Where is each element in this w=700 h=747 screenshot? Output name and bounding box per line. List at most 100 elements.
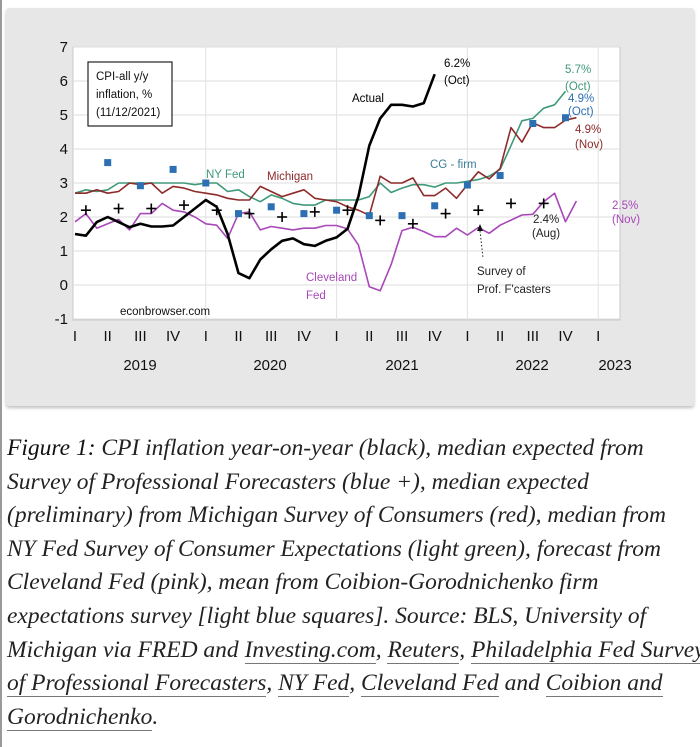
- caption-line: Cleveland Fed (pink), mean from Coibion-…: [7, 566, 697, 600]
- x-tick-label: I: [73, 328, 77, 345]
- label-spf-last: 2.4%: [533, 214, 559, 226]
- x-tick-label: I: [204, 328, 208, 345]
- caption-text: ,: [266, 670, 279, 697]
- cg-square-marker: [562, 114, 569, 122]
- y-tick-label: 2: [60, 209, 68, 226]
- caption-line: NY Fed Survey of Consumer Expectations (…: [7, 533, 697, 567]
- cg-square-marker: [235, 210, 242, 218]
- title-line: (11/12/2021): [96, 107, 161, 119]
- y-tick-label: 5: [60, 107, 68, 124]
- caption-text: NY Fed Survey of Consumer Expectations (…: [7, 535, 661, 562]
- x-tick-label: IV: [297, 328, 311, 345]
- cg-square-marker: [463, 181, 471, 189]
- x-tick-label: III: [396, 328, 409, 345]
- spf-arrow: [477, 224, 484, 259]
- spf-plus-marker: [80, 205, 91, 216]
- x-tick-label: I: [335, 328, 339, 345]
- spf-plus-marker: [473, 205, 484, 216]
- caption-text: .: [152, 703, 159, 730]
- y-tick-label: -1: [55, 311, 68, 328]
- spf-plus-marker: [277, 212, 288, 222]
- caption-link[interactable]: Investing.com: [244, 636, 376, 664]
- cg-square-marker: [300, 210, 308, 218]
- x-tick-label: I: [596, 328, 600, 345]
- y-axis-ticks: 7 6 5 4 3 2 1 0 -1: [55, 39, 68, 328]
- label-nyfed: NY Fed: [206, 169, 245, 181]
- label-nyfed-last-month: (Oct): [565, 81, 591, 93]
- caption-line: expectations survey [light blue squares]…: [7, 600, 697, 634]
- spf-plus-marker: [440, 208, 451, 219]
- x-tick-label: IV: [428, 328, 442, 345]
- label-cleveland-last-month: (Nov): [612, 214, 640, 226]
- series-line-cleveland-fed: [74, 192, 578, 292]
- series-line-michigan: [75, 116, 577, 217]
- spf-plus-marker: [538, 198, 549, 209]
- label-cg-firm: CG - firm: [430, 159, 477, 171]
- x-tick-label: III: [527, 328, 540, 345]
- spf-plus-marker: [244, 208, 255, 219]
- caption-text: Cleveland Fed (pink), mean from Coibion-…: [7, 569, 599, 596]
- caption-text: Survey of Professional Forecasters (blue…: [7, 468, 589, 495]
- figure-caption: Figure 1: CPI inflation year-on-year (bl…: [7, 432, 700, 734]
- caption-link[interactable]: NY Fed: [278, 670, 350, 698]
- label-cg-last-month: (Oct): [568, 106, 594, 118]
- caption-text: ,: [375, 636, 388, 663]
- cg-square-marker: [104, 159, 112, 167]
- figure-label: Figure 1:: [7, 435, 96, 461]
- x-tick-label: II: [104, 328, 112, 345]
- caption-link[interactable]: of Professional Forecasters: [7, 670, 267, 698]
- x-tick-label: I: [465, 328, 469, 345]
- caption-line: Michigan via FRED and Investing.com, Reu…: [7, 634, 700, 668]
- series-lines: [74, 73, 578, 292]
- x-tick-label: II: [496, 328, 504, 345]
- cg-square-marker: [365, 212, 373, 220]
- caption-link[interactable]: Reuters: [387, 636, 460, 664]
- label-actual-last-month: (Oct): [444, 75, 470, 87]
- x-axis-quarter-ticks: I II III IV I II III IV I II III IV I II III IV I: [73, 328, 600, 345]
- x-tick-label: II: [365, 328, 373, 345]
- x-tick-label: II: [234, 328, 242, 345]
- y-tick-label: 7: [60, 39, 68, 56]
- x-tick-label: III: [265, 328, 278, 345]
- spf-plus-marker: [211, 205, 222, 216]
- cg-square-marker: [202, 179, 210, 187]
- caption-link[interactable]: Coibion and: [545, 670, 663, 698]
- caption-line: Survey of Professional Forecasters (blue…: [7, 466, 697, 500]
- cg-square-marker: [333, 206, 341, 214]
- year-label: 2019: [123, 357, 156, 374]
- x-axis-year-labels: 2019 2020 2021 2022 2023: [123, 357, 631, 374]
- caption-text: CPI inflation year-on-year (black), medi…: [95, 435, 644, 461]
- cg-square-marker: [169, 165, 177, 173]
- label-cleveland: Cleveland: [306, 272, 357, 284]
- series-line-ny-fed: [74, 90, 567, 206]
- label-actual-last: 6.2%: [444, 58, 470, 70]
- caption-link[interactable]: Cleveland Fed: [361, 670, 499, 698]
- label-actual: Actual: [352, 93, 384, 105]
- spf-plus-marker: [407, 218, 418, 229]
- spf-plus-marker: [146, 203, 157, 214]
- caption-link[interactable]: Philadelphia Fed Survey: [471, 636, 700, 664]
- year-label: 2020: [253, 357, 286, 374]
- series-markers: [80, 114, 569, 229]
- cg-square-marker: [431, 202, 439, 210]
- x-tick-label: IV: [166, 328, 180, 345]
- caption-link[interactable]: Gorodnichenko: [7, 703, 153, 731]
- series-line-actual: [74, 73, 436, 280]
- y-tick-label: 4: [60, 141, 68, 158]
- watermark: econbrowser.com: [120, 306, 210, 318]
- title-box-frame: [87, 61, 173, 127]
- title-line: inflation, %: [96, 89, 152, 101]
- label-cg-last: 4.9%: [568, 93, 594, 105]
- cg-square-marker: [267, 203, 275, 211]
- cg-square-marker: [398, 212, 406, 220]
- year-label: 2021: [385, 357, 418, 374]
- caption-line: Figure 1: CPI inflation year-on-year (bl…: [7, 432, 697, 466]
- spf-plus-marker: [342, 205, 353, 216]
- caption-text: ,: [349, 670, 362, 697]
- title-line: CPI-all y/y: [96, 71, 149, 83]
- cg-square-marker: [136, 182, 144, 190]
- y-tick-label: 0: [60, 277, 68, 294]
- y-tick-label: 3: [60, 175, 68, 192]
- year-label: 2023: [598, 357, 631, 374]
